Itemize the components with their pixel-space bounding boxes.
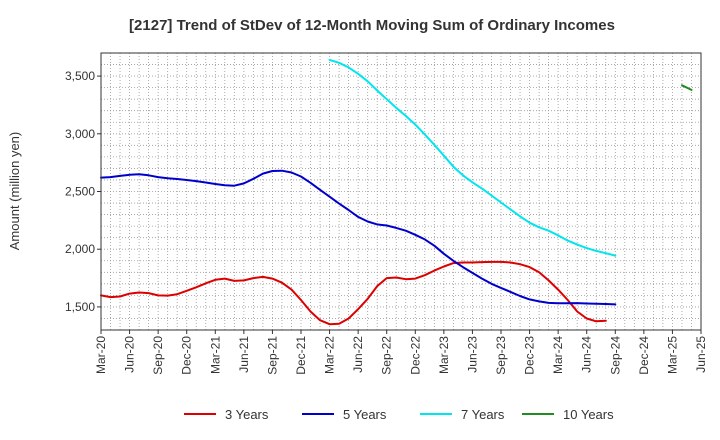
- x-ticks: Mar-20 Jun-20 Sep-20 Dec-20 Mar-21 Jun-21 Sep-…: [94, 330, 708, 375]
- x-tick-label: Mar-22: [323, 336, 337, 374]
- grid: [101, 53, 701, 330]
- x-tick-label: Mar-21: [208, 336, 222, 374]
- x-tick-label: Sep-20: [151, 336, 165, 375]
- series-line-3-years: [100, 260, 607, 326]
- series-line-10-years: [681, 84, 693, 91]
- y-tick-label: 3,500: [65, 69, 95, 83]
- legend: 3 Years 5 Years 7 Years 10 Years: [184, 407, 614, 422]
- x-tick-label: Jun-20: [123, 336, 137, 373]
- x-tick-label: Jun-23: [465, 336, 479, 373]
- y-tick-label: 1,500: [65, 300, 95, 314]
- series-line-5-years: [100, 169, 617, 306]
- series-line-7-years: [328, 58, 617, 257]
- x-tick-label: Sep-23: [494, 336, 508, 375]
- x-tick-label: Mar-20: [94, 336, 108, 374]
- x-tick-label: Dec-21: [294, 336, 308, 375]
- x-tick-label: Jun-21: [237, 336, 251, 373]
- y-ticks: 1,500 2,000 2,500 3,000 3,500: [65, 69, 101, 314]
- x-tick-label: Jun-25: [694, 336, 708, 373]
- x-tick-label: Mar-23: [437, 336, 451, 374]
- x-tick-label: Mar-25: [665, 336, 679, 374]
- series-layer: [100, 58, 693, 326]
- legend-label: 7 Years: [461, 407, 505, 422]
- y-tick-label: 2,000: [65, 242, 95, 256]
- legend-label: 5 Years: [343, 407, 387, 422]
- x-tick-label: Dec-23: [523, 336, 537, 375]
- y-axis-label: Amount (million yen): [7, 132, 22, 251]
- x-tick-label: Dec-22: [408, 336, 422, 375]
- legend-label: 3 Years: [225, 407, 269, 422]
- y-tick-label: 3,000: [65, 127, 95, 141]
- y-tick-label: 2,500: [65, 185, 95, 199]
- x-tick-label: Dec-24: [637, 336, 651, 375]
- legend-label: 10 Years: [563, 407, 614, 422]
- x-tick-label: Jun-24: [580, 336, 594, 373]
- x-tick-label: Dec-20: [180, 336, 194, 375]
- x-tick-label: Sep-24: [608, 336, 622, 375]
- x-tick-label: Jun-22: [351, 336, 365, 373]
- x-tick-label: Sep-21: [265, 336, 279, 375]
- chart-title: [2127] Trend of StDev of 12-Month Moving…: [129, 17, 615, 34]
- x-tick-label: Sep-22: [380, 336, 394, 375]
- x-tick-label: Mar-24: [551, 336, 565, 374]
